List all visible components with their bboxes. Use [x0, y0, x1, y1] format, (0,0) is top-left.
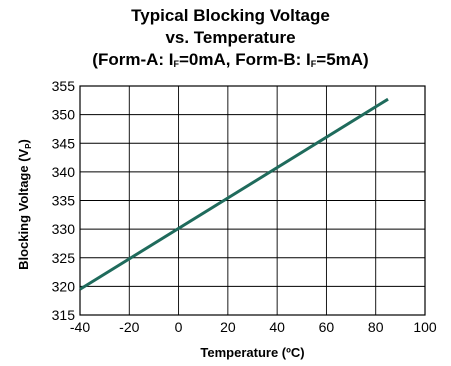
y-tick-label: 355	[52, 78, 76, 94]
y-axis-label-end: )	[16, 139, 31, 143]
title-part-2: =0mA, Form-B: I	[179, 50, 311, 69]
y-axis-label: Blocking Voltage (VP)	[16, 139, 33, 270]
x-tick-label: 80	[368, 319, 384, 335]
x-axis-label: Temperature (ºC)	[200, 345, 304, 360]
y-tick-label: 345	[52, 135, 76, 151]
y-tick-label: 340	[52, 164, 76, 180]
title-subscript-2: F	[310, 59, 317, 69]
chart-title-line-2: vs. Temperature	[165, 28, 296, 47]
x-tick-label: 60	[319, 319, 335, 335]
y-tick-labels: 315 320 325 330 335 340 345 350 355	[52, 78, 76, 323]
y-tick-label: 315	[52, 307, 76, 323]
title-part-1: (Form-A: I	[92, 50, 174, 69]
y-axis-label-main: Blocking Voltage (V	[16, 148, 31, 269]
x-tick-labels: -40 -20 0 20 40 60 80 100	[70, 319, 437, 335]
x-tick-label: 100	[413, 319, 437, 335]
x-tick-label: 40	[269, 319, 285, 335]
plot-frame	[79, 85, 426, 316]
series-group	[79, 97, 389, 291]
x-tick-label: -40	[70, 319, 90, 335]
y-tick-label: 320	[52, 278, 76, 294]
y-tick-label: 325	[52, 250, 76, 266]
x-tick-label: 20	[220, 319, 236, 335]
y-axis-label-subscript: P	[24, 143, 33, 149]
y-tick-label: 350	[52, 107, 76, 123]
chart-title-line-3: (Form-A: IF=0mA, Form-B: IF=5mA)	[5, 50, 451, 74]
chart-title-line-1: Typical Blocking Voltage	[131, 6, 330, 25]
title-part-3: =5mA)	[316, 50, 369, 69]
x-tick-label: -20	[119, 319, 139, 335]
y-tick-label: 330	[52, 221, 76, 237]
grid	[80, 86, 425, 315]
title-subscript-1: F	[173, 59, 180, 69]
x-tick-label: 0	[175, 319, 183, 335]
y-tick-label: 335	[52, 193, 76, 209]
series-line	[79, 97, 389, 291]
